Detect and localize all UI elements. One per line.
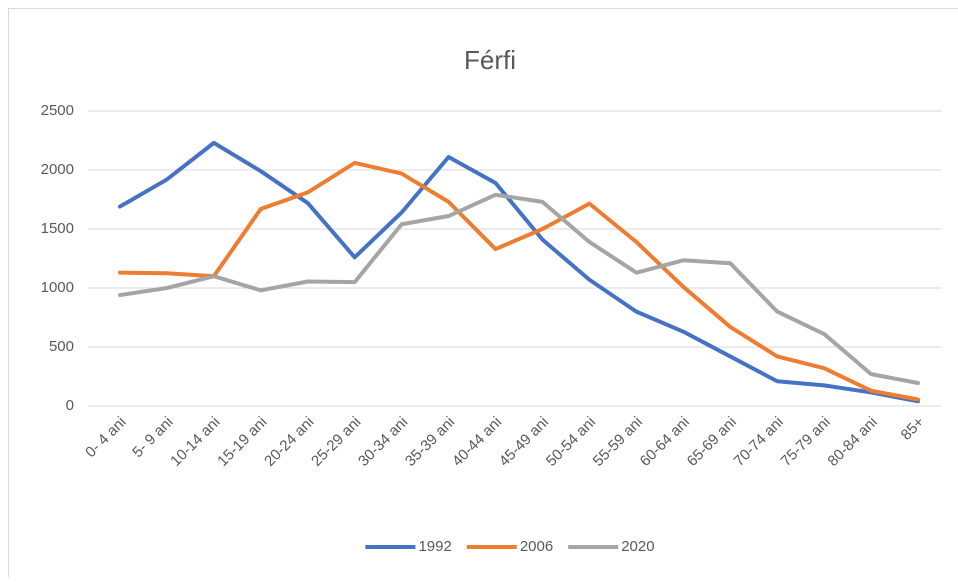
legend-label: 1992 <box>418 538 451 555</box>
legend-label: 2006 <box>520 538 553 555</box>
y-tick-label: 0 <box>66 397 74 414</box>
y-tick-label: 2000 <box>41 161 74 178</box>
y-tick-label: 1500 <box>41 220 74 237</box>
chart-border <box>9 9 958 578</box>
legend-label: 2020 <box>621 538 654 555</box>
chart-title: Férfi <box>464 45 516 75</box>
y-tick-label: 1000 <box>41 279 74 296</box>
y-tick-label: 2500 <box>41 102 74 119</box>
y-tick-label: 500 <box>49 338 74 355</box>
